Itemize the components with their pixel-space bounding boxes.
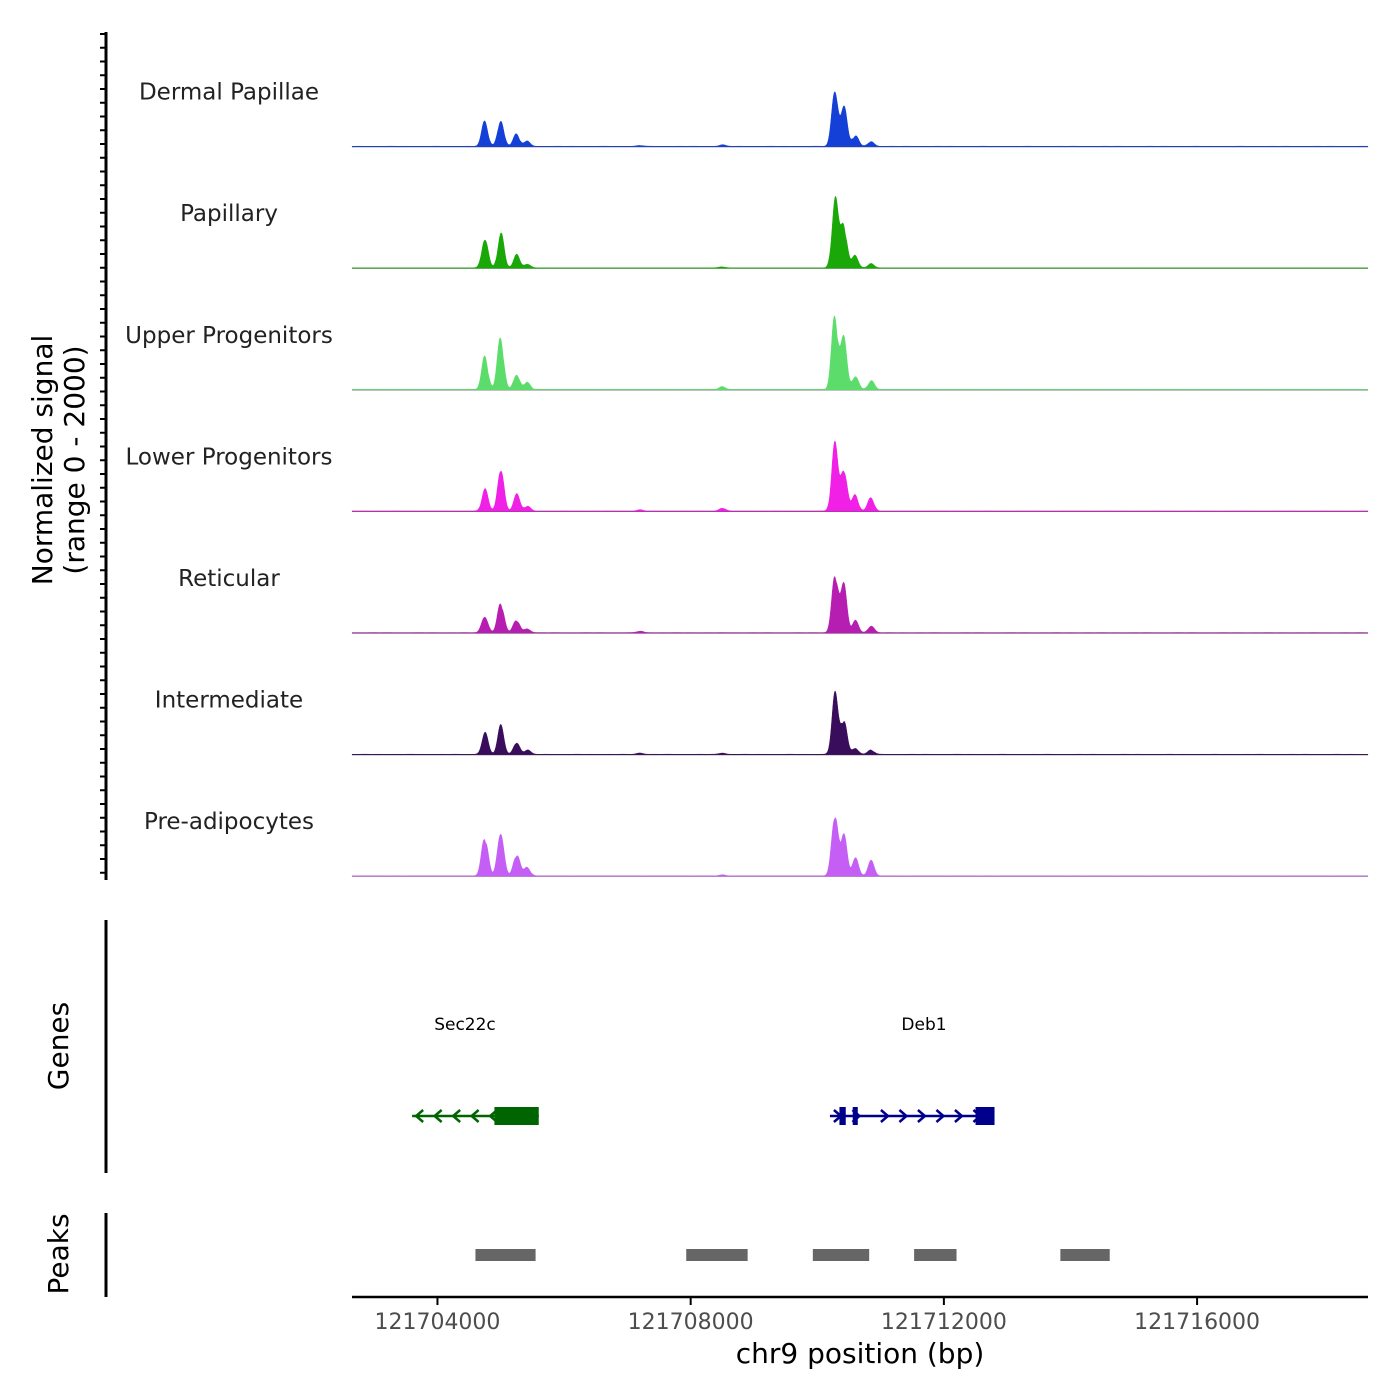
track-label: Pre-adipocytes: [144, 809, 314, 835]
x-axis-title: chr9 position (bp): [736, 1337, 985, 1370]
strand-arrow-left: [432, 1109, 443, 1123]
gene-label: Sec22c: [434, 1015, 496, 1035]
y-axis-label-line2: (range 0 - 2000): [58, 345, 91, 574]
genes-axis-label: Genes: [42, 1002, 75, 1090]
x-tick-label: 121716000: [1134, 1310, 1260, 1335]
strand-arrow-left: [414, 1109, 424, 1123]
peaks-axis-label: Peaks: [42, 1213, 75, 1294]
peak-region: [914, 1249, 957, 1261]
gene-model: Deb1: [829, 1015, 995, 1125]
track-label: Upper Progenitors: [125, 323, 333, 349]
coverage-area: [351, 315, 1369, 391]
x-tick-label: 121708000: [628, 1310, 754, 1335]
strand-arrow-right: [898, 1109, 909, 1123]
gene-exon: [839, 1107, 846, 1125]
strand-arrow-right: [935, 1109, 946, 1123]
strand-arrow-right: [917, 1109, 927, 1123]
peak-region: [812, 1249, 870, 1261]
peaks-panel: [104, 1213, 1110, 1297]
coverage-track: Upper Progenitors: [125, 315, 1369, 391]
coverage-track: Dermal Papillae: [139, 80, 1369, 148]
strand-arrow-left: [469, 1109, 480, 1123]
coverage-area: [351, 91, 1369, 147]
track-label: Dermal Papillae: [139, 80, 319, 106]
strand-arrow-right: [954, 1109, 964, 1123]
strand-arrow-left: [451, 1109, 461, 1123]
track-label: Reticular: [178, 566, 280, 592]
coverage-track: Pre-adipocytes: [144, 809, 1369, 877]
genes-panel: Sec22c Deb1: [104, 920, 995, 1173]
coverage-track: Reticular: [178, 566, 1369, 634]
coverage-area: [351, 817, 1369, 877]
gene-exon: [494, 1107, 539, 1125]
x-tick-label: 121712000: [881, 1310, 1007, 1335]
coverage-area: [351, 440, 1369, 512]
peak-region: [686, 1249, 748, 1261]
x-axis: 121704000 121708000 121712000 121716000: [352, 1295, 1368, 1335]
coverage-track: Intermediate: [155, 688, 1369, 756]
peak-region: [475, 1249, 536, 1261]
coverage-track: Lower Progenitors: [126, 440, 1369, 512]
x-tick-label: 121704000: [374, 1310, 500, 1335]
coverage-area: [351, 690, 1369, 755]
coverage-panel: Dermal Papillae Papillary Upper Progenitor…: [100, 32, 1369, 880]
peak-region: [1060, 1249, 1110, 1261]
strand-arrow-right: [880, 1109, 890, 1123]
gene-exon: [975, 1107, 995, 1125]
coverage-track: Papillary: [180, 195, 1369, 269]
track-label: Papillary: [180, 201, 278, 227]
gene-exon: [852, 1107, 858, 1125]
coverage-area: [351, 576, 1369, 634]
track-label: Lower Progenitors: [126, 444, 333, 470]
y-axis-label-line1: Normalized signal: [26, 335, 59, 586]
gene-model: Sec22c: [412, 1015, 539, 1125]
coverage-area: [351, 195, 1369, 269]
track-label: Intermediate: [155, 688, 303, 714]
gene-label: Deb1: [901, 1015, 946, 1035]
